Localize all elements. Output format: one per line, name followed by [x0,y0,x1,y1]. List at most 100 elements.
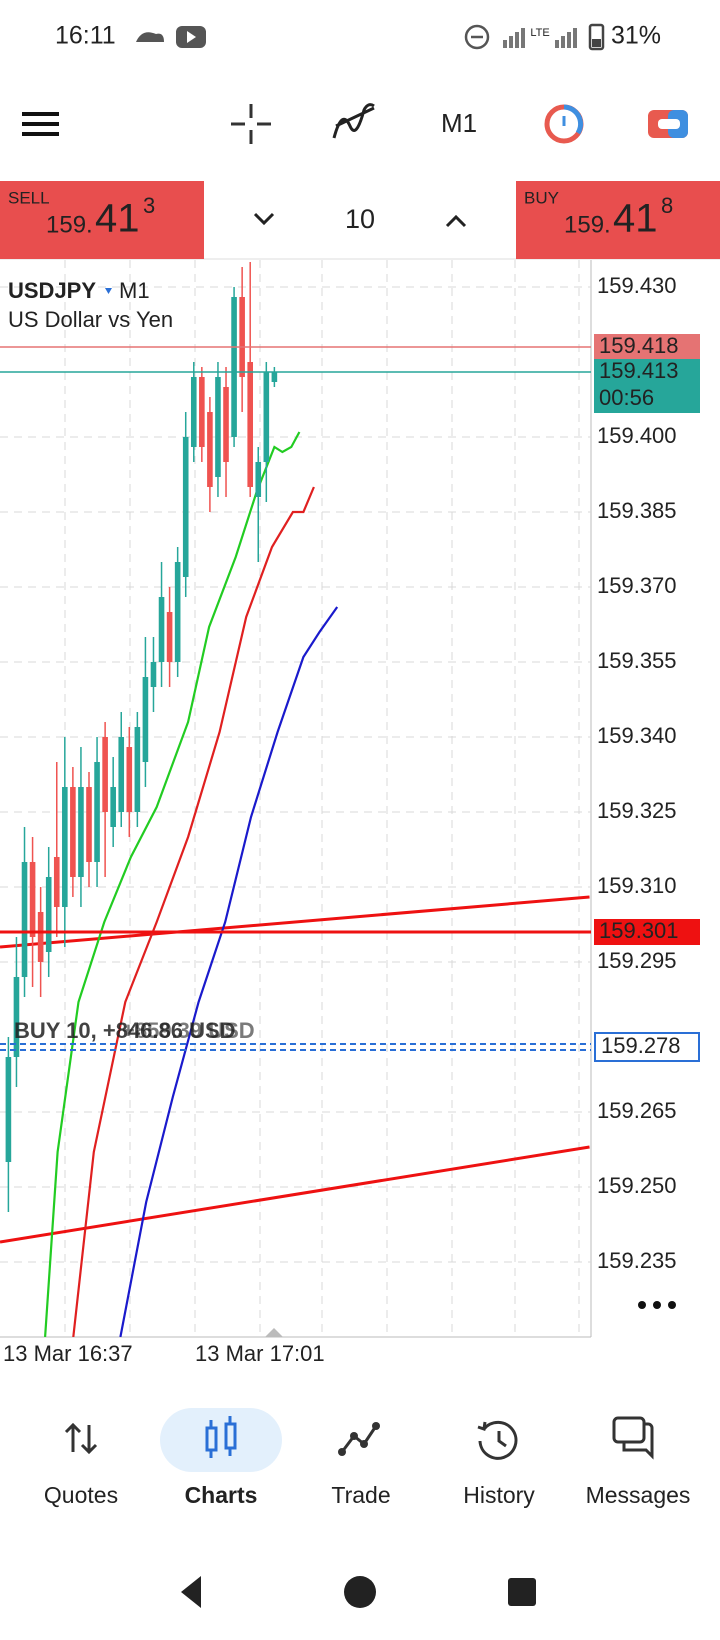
active-pill [160,1408,282,1472]
candle-body [263,372,270,462]
candle-body [223,387,229,462]
candle-body [13,977,20,1057]
price-tick-label: 159.430 [597,273,677,298]
candle-body [29,862,36,937]
charts-icon[interactable] [205,1416,237,1458]
candle-body [150,662,157,687]
volume-down[interactable] [253,212,275,226]
candle-body [247,362,253,487]
price-tick-label: 159.250 [597,1173,677,1198]
plot-area [0,262,591,1337]
chart[interactable]: USDJPY M1 US Dollar vs Yen 13 Mar 16:37 … [0,260,700,1366]
moving-average [119,606,339,1337]
crosshair-button[interactable] [231,104,271,144]
candle-body [174,562,181,662]
buy-price-sup: 8 [661,193,673,218]
sell-price-main: 41 [95,197,140,241]
signal-icon [503,28,577,48]
price-badge [594,919,700,945]
sell-price-prefix: 159. [46,211,93,238]
symbol-description: US Dollar vs Yen [8,307,173,332]
price-badge [594,359,700,413]
back-button[interactable] [181,1576,201,1608]
position-label: +859.39 USD [122,1018,255,1043]
countdown: 00:56 [599,385,654,410]
candle-body [271,372,278,382]
indicators-button[interactable] [332,103,375,139]
price-tick-label: 159.355 [597,648,677,673]
candle-body [5,1057,12,1162]
bottom-nav: Quotes Charts Trade History Messages [44,1408,690,1508]
candle-body [215,377,221,477]
nav-label[interactable]: History [463,1482,535,1508]
sell-price-sup: 3 [143,193,155,218]
battery-level: 31% [611,22,661,50]
price-tick-label: 159.295 [597,948,677,973]
price-badge-text: 159.413 [599,358,679,383]
more-button[interactable] [638,1301,676,1309]
buy-price-prefix: 159. [564,211,611,238]
candle-body [86,787,92,862]
battery-icon [588,23,605,51]
network-type: LTE [530,27,549,39]
time-label: 13 Mar 17:01 [195,1341,325,1366]
chart-timeframe: M1 [119,278,150,303]
price-badge [594,1032,700,1062]
candle-body [166,612,173,662]
price-tick-label: 159.370 [597,573,677,598]
candle-body [45,877,52,952]
price-badge-text: 159.301 [599,918,679,943]
candle-body [118,737,125,812]
candle-body [158,597,165,662]
candle-body [94,762,100,862]
candle-body [21,862,28,977]
quotes-icon[interactable] [64,1422,98,1455]
battery-icon [592,39,601,47]
status-icon [187,31,196,43]
trade-panel: SELL 159. 41 3 10 BUY 159. 41 8 [0,181,720,260]
price-tick-label: 159.400 [597,423,677,448]
system-nav [181,1576,536,1608]
candle-body [62,787,68,907]
candle-body [182,437,189,577]
trade-icon[interactable] [338,1422,380,1456]
trade-toggle-button[interactable] [648,110,688,138]
candle-body [37,912,44,962]
nav-label[interactable]: Charts [185,1482,258,1508]
volume-up[interactable] [445,214,467,228]
history-icon[interactable] [477,1420,518,1460]
candle-body [255,462,262,497]
nav-label[interactable]: Messages [586,1482,691,1508]
volume[interactable]: 10 [345,204,375,234]
price-tick-label: 159.340 [597,723,677,748]
buy-price-main: 41 [613,197,658,241]
scroll-handle[interactable] [265,1328,283,1337]
trendline [0,1145,590,1244]
menu-button[interactable] [22,112,59,136]
messages-icon[interactable] [612,1416,654,1460]
trendline [0,895,590,949]
sell-button[interactable]: SELL 159. 41 3 [0,181,204,259]
objects-button[interactable] [544,104,584,144]
timeframe-button[interactable]: M1 [441,108,477,138]
recents-button[interactable] [508,1578,536,1606]
moving-average [44,431,301,1337]
candle-body [190,377,197,447]
buy-label: BUY [524,188,559,207]
candle-body [70,787,76,877]
buy-button[interactable]: BUY 159. 41 8 [516,181,720,259]
price-tick-label: 159.265 [597,1098,677,1123]
position-label: BUY 10, +846.86 USD [14,1018,236,1043]
price-tick-label: 159.310 [597,873,677,898]
moving-average [72,486,315,1337]
symbol-dropdown[interactable] [105,288,112,294]
vertical-grid [64,260,580,1337]
price-badge [594,334,700,360]
candle-body [231,297,237,437]
dnd-icon [464,24,490,50]
nav-label[interactable]: Trade [331,1482,390,1508]
nav-label[interactable]: Quotes [44,1482,118,1508]
home-button[interactable] [344,1576,376,1608]
symbol[interactable]: USDJPY [8,278,96,303]
